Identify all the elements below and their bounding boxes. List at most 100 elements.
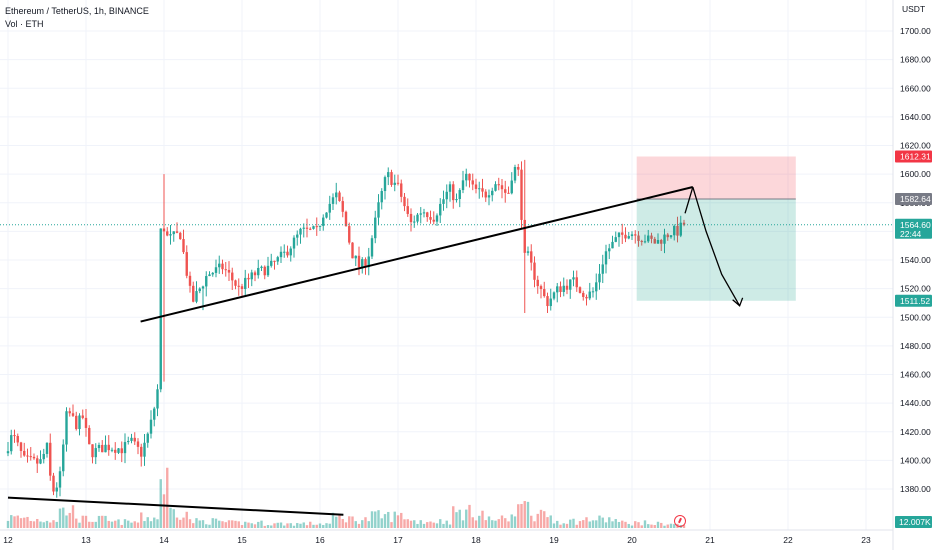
candle[interactable] [556,282,559,303]
candle[interactable] [159,228,162,393]
candle[interactable] [656,233,660,244]
candle[interactable] [494,181,497,192]
candle[interactable] [221,259,224,275]
candle[interactable] [504,180,507,203]
candle[interactable] [234,279,237,290]
candle[interactable] [162,174,166,382]
candle[interactable] [572,270,575,287]
candle[interactable] [601,254,604,284]
candle[interactable] [634,230,637,244]
candle[interactable] [575,270,578,292]
candle[interactable] [302,223,305,238]
candle[interactable] [91,444,94,464]
candle[interactable] [292,235,296,258]
candle[interactable] [614,231,617,243]
candle[interactable] [136,438,140,455]
candle[interactable] [211,272,214,277]
candle[interactable] [289,246,292,262]
candle[interactable] [448,181,452,202]
candle[interactable] [309,227,312,231]
candle[interactable] [647,229,650,243]
candle[interactable] [552,291,556,301]
candle[interactable] [16,433,19,447]
legend-volume[interactable]: Vol · ETH [5,19,44,29]
candle[interactable] [214,259,218,278]
trendline-support[interactable] [140,186,694,323]
candle[interactable] [175,222,179,234]
candle[interactable] [250,269,253,287]
candle[interactable] [166,227,169,237]
candle[interactable] [286,245,289,258]
arrow-path[interactable] [692,186,741,307]
candle[interactable] [562,277,565,297]
candle[interactable] [260,265,263,272]
candle[interactable] [257,259,260,279]
candle[interactable] [663,228,666,254]
candle[interactable] [127,436,130,445]
candle[interactable] [387,167,390,186]
candle[interactable] [273,260,276,270]
candle[interactable] [253,270,257,282]
candle[interactable] [546,292,549,314]
candle[interactable] [45,442,49,458]
candle[interactable] [65,407,68,452]
candle[interactable] [179,231,182,240]
candle[interactable] [276,255,279,265]
candle[interactable] [660,238,663,251]
candle[interactable] [611,235,614,249]
candle[interactable] [468,173,471,188]
candle[interactable] [153,406,156,427]
candle[interactable] [237,278,240,296]
candle[interactable] [299,227,302,244]
candle[interactable] [114,442,117,460]
candle[interactable] [409,208,413,232]
candle[interactable] [68,407,71,417]
candle[interactable] [526,246,530,256]
candle[interactable] [413,215,416,228]
candle[interactable] [621,223,624,244]
candle[interactable] [123,433,127,464]
candle[interactable] [478,181,481,199]
candle[interactable] [637,231,640,247]
candle[interactable] [318,225,322,232]
candle[interactable] [640,239,643,246]
candle[interactable] [530,244,533,271]
candle[interactable] [266,256,270,277]
candle[interactable] [312,225,315,230]
candle[interactable] [452,181,455,209]
candle[interactable] [403,193,406,212]
candle[interactable] [426,211,429,222]
candle[interactable] [13,429,16,443]
trendline-volume[interactable] [7,496,344,516]
candle[interactable] [543,281,546,298]
candle[interactable] [331,193,335,211]
candle[interactable] [624,227,627,243]
short-position-tool[interactable] [636,156,796,301]
candle[interactable] [513,164,517,184]
candle[interactable] [559,281,562,298]
candle[interactable] [19,441,23,458]
bar-replay-clock-icon[interactable] [674,515,686,527]
candle[interactable] [26,448,29,463]
candle[interactable] [422,208,426,218]
candle[interactable] [101,440,104,453]
candle[interactable] [487,189,491,206]
candle[interactable] [240,283,244,297]
candle[interactable] [604,244,608,274]
candle[interactable] [185,245,188,279]
candle[interactable] [585,294,588,306]
candle[interactable] [539,284,543,299]
candle[interactable] [88,425,91,445]
candle[interactable] [484,189,487,202]
candle[interactable] [344,210,348,227]
candle[interactable] [491,187,494,202]
candle[interactable] [270,253,273,268]
candle[interactable] [341,196,344,218]
candle[interactable] [39,450,42,465]
candle[interactable] [669,234,673,239]
arrow-lead[interactable] [684,186,694,214]
candle[interactable] [383,175,387,200]
candle[interactable] [673,224,676,241]
